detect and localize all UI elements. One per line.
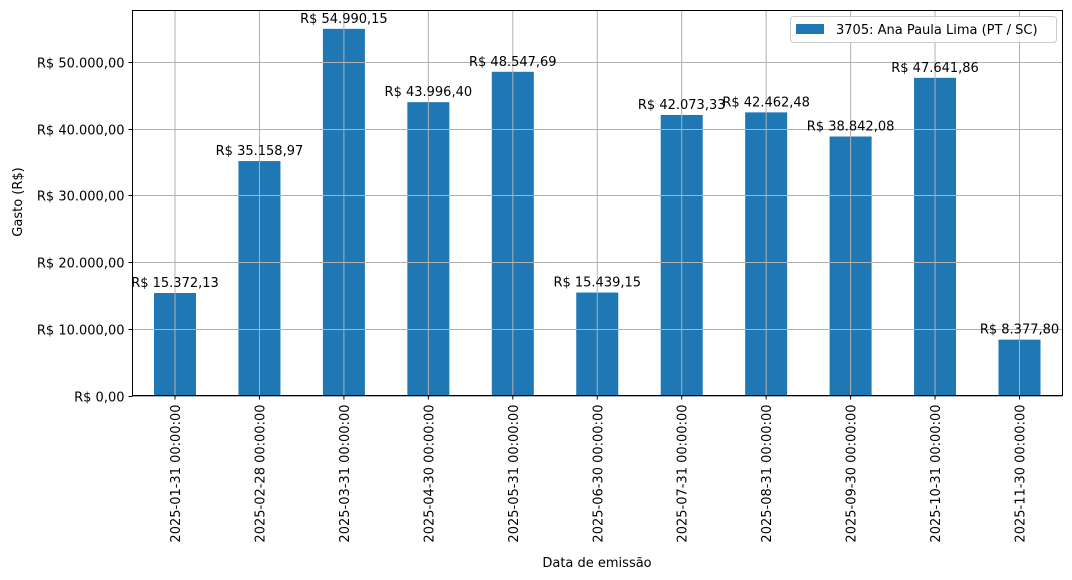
- bar-value-label: R$ 54.990,15: [300, 12, 388, 27]
- bar-value-label: R$ 43.996,40: [385, 85, 473, 100]
- bar-value-label: R$ 35.158,97: [216, 144, 304, 159]
- bar-value-labels: R$ 15.372,13 R$ 35.158,97 R$ 54.990,15 R$ 4…: [131, 12, 1059, 338]
- legend-label: 3705: Ana Paula Lima (PT / SC): [836, 23, 1038, 38]
- bar-value-label: R$ 38.842,08: [807, 120, 895, 135]
- y-tick-label: R$ 50.000,00: [37, 57, 125, 72]
- x-tick-label: 2025-08-31 00:00:00: [760, 405, 775, 543]
- legend-box: [790, 16, 1057, 43]
- y-axis-title: Gasto (R$): [11, 167, 26, 236]
- x-tick-label: 2025-02-28 00:00:00: [253, 405, 268, 543]
- y-tick-label: R$ 40.000,00: [37, 124, 125, 139]
- y-axis: R$ 0,00 R$ 10.000,00 R$ 20.000,00 R$ 30.000…: [37, 57, 133, 406]
- bar-value-label: R$ 48.547,69: [469, 55, 557, 70]
- x-tick-label: 2025-07-31 00:00:00: [676, 405, 691, 543]
- bar-value-label: R$ 47.641,86: [891, 61, 979, 76]
- x-tick-label: 2025-10-31 00:00:00: [929, 405, 944, 543]
- x-axis-title: Data de emissão: [542, 556, 651, 571]
- bar-value-label: R$ 42.073,33: [638, 98, 726, 113]
- x-tick-label: 2025-01-31 00:00:00: [169, 405, 184, 543]
- x-tick-label: 2025-06-30 00:00:00: [591, 405, 606, 543]
- bar-value-label: R$ 8.377,80: [980, 323, 1059, 338]
- x-axis: 2025-01-31 00:00:00 2025-02-28 00:00:00 20…: [169, 395, 1029, 543]
- grid-overlay: [132, 10, 1063, 397]
- y-tick-label: R$ 10.000,00: [37, 324, 125, 339]
- x-tick-label: 2025-09-30 00:00:00: [845, 405, 860, 543]
- bar-value-label: R$ 15.439,15: [553, 276, 641, 291]
- y-tick-label: R$ 30.000,00: [37, 190, 125, 205]
- legend: 3705: Ana Paula Lima (PT / SC): [790, 16, 1057, 43]
- y-tick-label: R$ 0,00: [74, 391, 124, 406]
- x-tick-label: 2025-11-30 00:00:00: [1014, 405, 1029, 543]
- bar-value-label: R$ 42.462,48: [722, 95, 810, 110]
- x-tick-label: 2025-03-31 00:00:00: [338, 405, 353, 543]
- y-tick-label: R$ 20.000,00: [37, 257, 125, 272]
- x-tick-label: 2025-05-31 00:00:00: [507, 405, 522, 543]
- bar-value-label: R$ 15.372,13: [131, 276, 219, 291]
- legend-swatch: [796, 24, 824, 34]
- x-tick-label: 2025-04-30 00:00:00: [422, 405, 437, 543]
